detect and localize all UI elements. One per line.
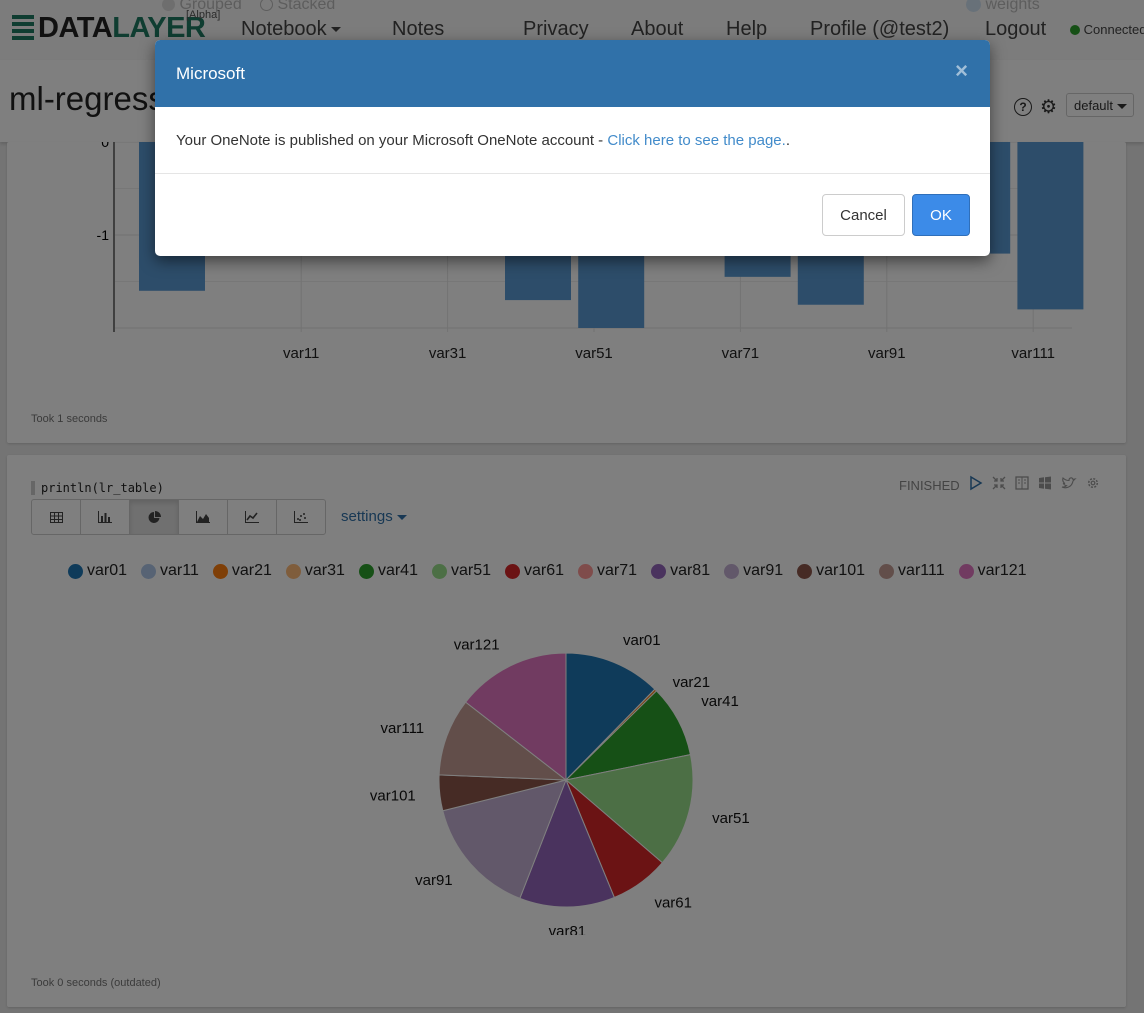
- message-end: .: [785, 132, 790, 149]
- dialog-message: Your OneNote is published on your Micros…: [176, 132, 790, 149]
- cancel-button[interactable]: Cancel: [822, 194, 905, 236]
- close-icon[interactable]: ×: [955, 58, 968, 83]
- ok-button[interactable]: OK: [912, 194, 970, 236]
- dialog-title: Microsoft: [176, 64, 245, 83]
- message-text: Your OneNote is published on your Micros…: [176, 132, 608, 149]
- onenote-dialog: Microsoft × Your OneNote is published on…: [155, 40, 990, 256]
- dialog-body: Your OneNote is published on your Micros…: [155, 107, 990, 174]
- onenote-page-link[interactable]: Click here to see the page.: [607, 132, 786, 149]
- dialog-header: Microsoft ×: [155, 40, 990, 107]
